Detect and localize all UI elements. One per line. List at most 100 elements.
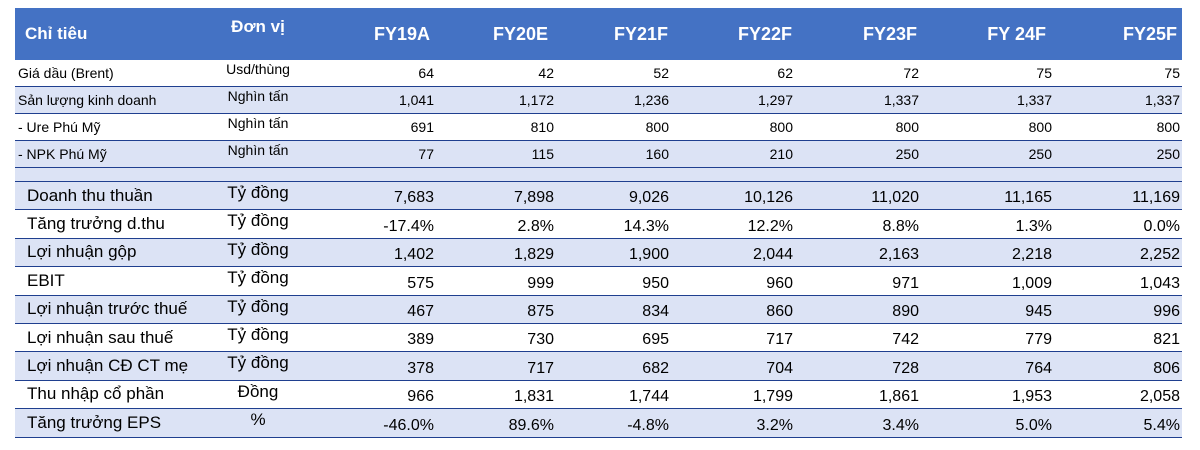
cell-value: 1,172 <box>518 92 554 108</box>
row-label: Lợi nhuận sau thuế <box>27 327 174 347</box>
cell-value: 996 <box>1153 302 1180 320</box>
cell-value: 0.0% <box>1143 217 1180 235</box>
row-unit: Usd/thùng <box>226 61 290 77</box>
cell-value: 1,041 <box>398 92 434 108</box>
table-row: - NPK Phú Mỹ Nghìn tấn 77 115 160 210 250 250 25… <box>15 141 1182 168</box>
cell-value: 75 <box>1164 65 1180 81</box>
operating-section: Giá dầu (Brent) Usd/thùng 64 42 52 62 72 75 75 Sả… <box>15 60 1182 168</box>
header-unit: Đơn vị <box>231 17 285 36</box>
cell-value: 800 <box>1028 119 1052 135</box>
cell-value: 1,337 <box>883 92 919 108</box>
cell-value: 160 <box>645 146 669 162</box>
cell-value: 62 <box>777 65 793 81</box>
row-unit: Tỷ đồng <box>227 268 289 288</box>
cell-value: 9,026 <box>628 189 669 207</box>
row-unit: Tỷ đồng <box>227 296 289 316</box>
cell-value: 1,337 <box>1016 92 1052 108</box>
cell-value: 10,126 <box>744 189 793 207</box>
table-row: Lợi nhuận CĐ CT mẹ Tỷ đồng 378 717 682 704 728… <box>15 352 1182 381</box>
table-row: - Ure Phú Mỹ Nghìn tấn 691 810 800 800 800 800 8… <box>15 114 1182 141</box>
cell-value: 11,020 <box>871 189 919 207</box>
cell-value: 821 <box>1153 331 1180 349</box>
cell-value: 250 <box>895 146 919 162</box>
table-row: EBIT Tỷ đồng 575 999 950 960 971 1,009 1,043 <box>15 267 1182 296</box>
row-label: Giá dầu (Brent) <box>18 65 114 81</box>
cell-value: 2.8% <box>517 217 554 235</box>
row-unit: % <box>250 410 266 430</box>
cell-value: 1,236 <box>633 92 669 108</box>
cell-value: 1,297 <box>757 92 793 108</box>
cell-value: 2,163 <box>878 246 919 264</box>
cell-value: 999 <box>527 274 554 292</box>
row-label: Doanh thu thuần <box>27 185 153 205</box>
header-year: FY20E <box>492 24 548 44</box>
cell-value: 1,402 <box>393 246 434 264</box>
cell-value: 1,829 <box>513 246 554 264</box>
cell-value: 12.2% <box>747 217 793 235</box>
cell-value: 3.4% <box>882 416 919 434</box>
row-unit: Nghìn tấn <box>227 115 289 131</box>
cell-value: 1,043 <box>1139 274 1180 292</box>
cell-value: 378 <box>407 359 434 377</box>
forecast-table: Chỉ tiêu Đơn vị FY19A FY20E FY21F FY22F FY23… <box>15 8 1182 438</box>
cell-value: 695 <box>642 331 669 349</box>
cell-value: 682 <box>642 359 669 377</box>
table-row: Lợi nhuận sau thuế Tỷ đồng 389 730 695 717 742… <box>15 324 1182 353</box>
cell-value: 691 <box>410 119 434 135</box>
header-year: FY22F <box>737 24 792 44</box>
row-unit: Nghìn tấn <box>227 142 289 158</box>
cell-value: 945 <box>1025 302 1052 320</box>
cell-value: 7,898 <box>513 189 554 207</box>
cell-value: 7,683 <box>393 189 434 207</box>
cell-value: 115 <box>531 146 554 162</box>
cell-value: 64 <box>418 65 434 81</box>
cell-value: 860 <box>766 302 793 320</box>
cell-value: 730 <box>527 331 554 349</box>
cell-value: 950 <box>642 274 669 292</box>
cell-value: -4.8% <box>627 416 669 434</box>
cell-value: -46.0% <box>383 416 434 434</box>
cell-value: 210 <box>769 146 793 162</box>
header-year: FY21F <box>613 24 668 44</box>
table-row: Doanh thu thuần Tỷ đồng 7,683 7,898 9,026 10,… <box>15 182 1182 211</box>
row-unit: Tỷ đồng <box>227 239 289 259</box>
section-spacer <box>15 168 1182 182</box>
cell-value: 966 <box>407 388 434 406</box>
row-unit: Tỷ đồng <box>227 353 289 373</box>
cell-value: 960 <box>766 274 793 292</box>
cell-value: 800 <box>895 119 919 135</box>
cell-value: 890 <box>892 302 919 320</box>
cell-value: 8.8% <box>882 217 919 235</box>
cell-value: 800 <box>645 119 669 135</box>
row-label: - NPK Phú Mỹ <box>18 146 107 162</box>
cell-value: 75 <box>1036 65 1052 81</box>
cell-value: 1,861 <box>878 388 919 406</box>
cell-value: 5.4% <box>1143 416 1180 434</box>
financial-section: Doanh thu thuần Tỷ đồng 7,683 7,898 9,026 10,… <box>15 182 1182 438</box>
cell-value: 3.2% <box>756 416 793 434</box>
cell-value: 728 <box>892 359 919 377</box>
cell-value: 11,169 <box>1132 189 1180 207</box>
table-row: Sản lượng kinh doanh Nghìn tấn 1,041 1,172 1… <box>15 87 1182 114</box>
table-row: Thu nhập cổ phần Đồng 966 1,831 1,744 1,799 1,… <box>15 381 1182 410</box>
row-label: Tăng trưởng d.thu <box>27 214 165 234</box>
cell-value: 250 <box>1156 146 1180 162</box>
cell-value: 2,252 <box>1139 246 1180 264</box>
cell-value: 875 <box>527 302 554 320</box>
row-label: Tăng trưởng EPS <box>27 412 162 432</box>
header-year: FY23F <box>862 24 917 44</box>
cell-value: 800 <box>769 119 793 135</box>
row-unit: Đồng <box>237 381 279 401</box>
cell-value: 72 <box>903 65 919 81</box>
cell-value: 1,831 <box>513 388 554 406</box>
cell-value: 764 <box>1025 359 1052 377</box>
row-label: - Ure Phú Mỹ <box>18 119 101 135</box>
cell-value: 1,953 <box>1011 388 1052 406</box>
row-label: Lợi nhuận CĐ CT mẹ <box>27 356 189 376</box>
cell-value: 834 <box>642 302 669 320</box>
cell-value: 779 <box>1025 331 1052 349</box>
table-row: Lợi nhuận trước thuế Tỷ đồng 467 875 834 860 8… <box>15 295 1182 324</box>
table-row: Lợi nhuận gộp Tỷ đồng 1,402 1,829 1,900 2,044… <box>15 238 1182 268</box>
row-label: Thu nhập cổ phần <box>27 384 165 404</box>
cell-value: 717 <box>527 359 554 377</box>
